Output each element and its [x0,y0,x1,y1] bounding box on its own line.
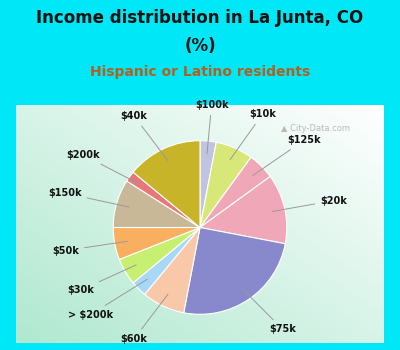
Wedge shape [200,157,270,228]
Text: $150k: $150k [48,188,129,207]
Wedge shape [133,228,200,294]
Text: $60k: $60k [121,294,168,344]
Wedge shape [119,228,200,283]
Wedge shape [200,141,216,228]
Wedge shape [113,228,200,259]
Wedge shape [113,181,200,228]
Text: $75k: $75k [242,288,296,335]
Wedge shape [127,172,200,228]
Text: $125k: $125k [253,135,321,176]
Text: $100k: $100k [195,100,228,154]
Text: (%): (%) [184,37,216,55]
Wedge shape [184,228,285,314]
Text: $30k: $30k [67,265,136,295]
Wedge shape [200,142,251,228]
Text: $40k: $40k [121,111,168,161]
Wedge shape [133,141,200,228]
Text: $10k: $10k [230,110,276,160]
Text: $20k: $20k [272,196,347,211]
Wedge shape [145,228,200,313]
Text: Hispanic or Latino residents: Hispanic or Latino residents [90,65,310,79]
Text: ▲ City-Data.com: ▲ City-Data.com [281,124,350,133]
Text: $200k: $200k [67,150,140,184]
Text: > $200k: > $200k [68,279,147,320]
Wedge shape [200,176,287,244]
Text: Income distribution in La Junta, CO: Income distribution in La Junta, CO [36,9,364,27]
Text: $50k: $50k [52,241,127,256]
